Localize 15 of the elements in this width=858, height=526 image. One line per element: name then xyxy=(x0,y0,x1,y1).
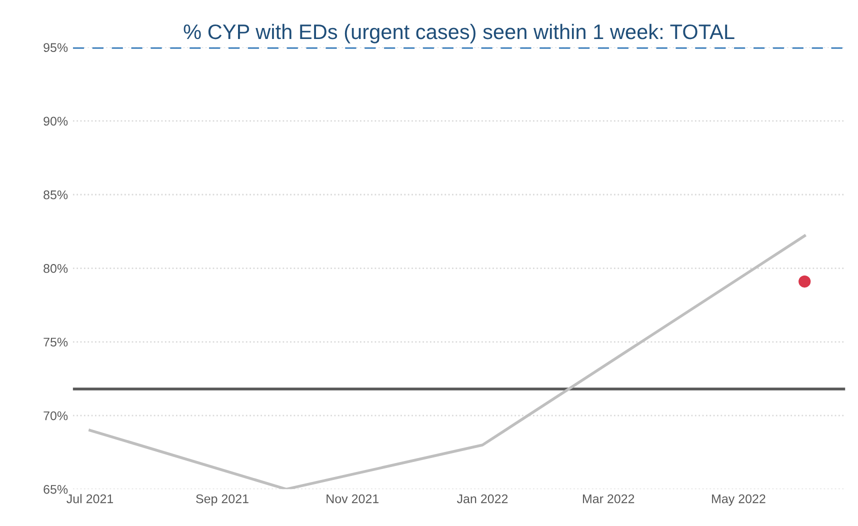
y-tick-label: 65% xyxy=(44,484,68,494)
x-tick-label: Jan 2022 xyxy=(456,494,508,504)
line-series xyxy=(88,234,806,490)
x-tick-label: Nov 2021 xyxy=(326,494,379,504)
y-tick-label: 85% xyxy=(44,190,68,200)
y-tick-label: 80% xyxy=(44,264,68,273)
y-tick-label: 95% xyxy=(44,43,68,52)
chart-title: % CYP with EDs (urgent cases) seen within 1 week: TOTAL xyxy=(184,24,734,44)
y-tick-label: 75% xyxy=(44,338,68,347)
x-tick-label: Jul 2021 xyxy=(66,494,114,504)
x-tick-label: Mar 2022 xyxy=(582,494,634,504)
x-tick-label: May 2022 xyxy=(712,494,766,506)
x-tick-label: Sep 2021 xyxy=(196,494,248,506)
y-tick-label: 70% xyxy=(44,411,68,420)
y-tick-label: 90% xyxy=(44,116,68,126)
